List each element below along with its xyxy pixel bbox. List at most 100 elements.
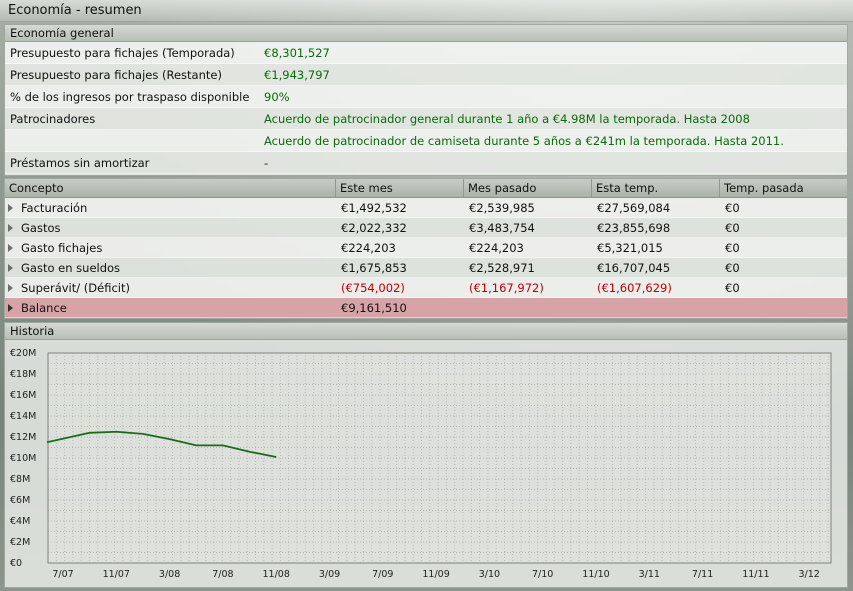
history-chart: €0 €2M €4M €6M €8M €10M €12M €14M €16M €18M €20M 7/… [10,348,832,580]
cell-concepto: Balance [21,301,67,315]
x-tick-label: 11/08 [263,569,290,580]
info-label: Préstamos sin amortizar [10,156,150,170]
table-header: Concepto Este mes Mes pasado Esta temp. … [5,179,847,198]
info-label: Patrocinadores [10,112,96,126]
info-row-budget-season: Presupuesto para fichajes (Temporada) €8… [5,42,847,64]
column-header-temp-pasada[interactable]: Temp. pasada [724,181,804,195]
cell-concepto: Gasto fichajes [21,241,103,255]
info-label: % de los ingresos por traspaso disponibl… [10,90,250,104]
title-bar: Economía - resumen [0,0,853,22]
cell-mes-pasado: €2,528,971 [469,261,535,275]
cell-concepto: Superávit/ (Déficit) [21,281,130,295]
table-rows: Facturación €1,492,532 €2,539,985 €27,569,0… [5,198,847,318]
cell-esta-temp: €27,569,084 [597,201,671,215]
info-label: Presupuesto para fichajes (Restante) [10,68,222,82]
window-title: Economía - resumen [8,3,142,18]
x-tick-label: 11/09 [422,569,449,580]
y-tick-label: €8M [10,474,30,485]
expand-arrow-icon[interactable] [8,284,13,292]
table-row[interactable]: Balance €9,161,510 [5,298,847,318]
y-tick-label: €10M [10,453,36,464]
x-tick-label: 11/07 [103,569,130,580]
history-header: Historia [5,323,847,340]
info-value: Acuerdo de patrocinador de camiseta dura… [264,134,784,148]
info-label: Presupuesto para fichajes (Temporada) [10,46,235,60]
y-tick-label: €4M [10,516,30,527]
y-tick-label: €6M [10,495,30,506]
cell-mes-pasado: €3,483,754 [469,221,535,235]
cell-mes-pasado: €2,539,985 [469,201,535,215]
info-row-transfer-percent: % de los ingresos por traspaso disponibl… [5,86,847,108]
column-header-este-mes[interactable]: Este mes [336,179,464,198]
x-tick-label: 11/11 [742,569,769,580]
history-panel: Historia €0 €2M €4M €6M €8M €10M €12M €14M €16M €… [4,322,848,588]
info-value: €8,301,527 [264,46,330,60]
cell-concepto: Gastos [21,221,61,235]
cell-temp-pasada: €0 [725,241,740,255]
general-header: Economía general [5,25,847,42]
expand-arrow-icon[interactable] [8,224,13,232]
cell-esta-temp: €5,321,015 [597,241,663,255]
x-tick-label: 3/08 [159,569,180,580]
info-value: Acuerdo de patrocinador general durante … [264,112,750,126]
x-tick-label: 3/11 [639,569,660,580]
expand-arrow-icon[interactable] [8,204,13,212]
expand-arrow-icon[interactable] [8,264,13,272]
y-tick-label: €20M [10,348,36,359]
balance-series-line [46,430,277,458]
cell-este-mes: €1,675,853 [341,261,407,275]
general-panel: Economía general Presupuesto para fichaj… [4,24,848,176]
cell-temp-pasada: €0 [725,261,740,275]
info-value: - [264,156,269,170]
column-header-esta-temp[interactable]: Esta temp. [592,179,720,198]
y-tick-label: €12M [10,432,36,443]
cell-este-mes: €2,022,332 [341,221,407,235]
x-tick-label: 7/08 [212,569,233,580]
info-row-sponsors: Patrocinadores Acuerdo de patrocinador g… [5,108,847,130]
cell-esta-temp: €16,707,045 [597,261,671,275]
x-tick-label: 7/07 [52,569,73,580]
y-tick-label: €18M [10,369,36,380]
cell-concepto: Facturación [21,201,88,215]
column-header-concepto[interactable]: Concepto [5,179,336,198]
cell-mes-pasado: (€1,167,972) [469,281,544,295]
y-tick-label: €0 [10,558,22,569]
cell-esta-temp: €23,855,698 [597,221,671,235]
expand-arrow-icon[interactable] [8,244,13,252]
expand-arrow-icon[interactable] [8,304,13,312]
column-header-mes-pasado[interactable]: Mes pasado [464,179,592,198]
table-row[interactable]: Superávit/ (Déficit) (€754,002) (€1,167,97… [5,278,847,298]
cell-este-mes: €224,203 [341,241,396,255]
general-rows: Presupuesto para fichajes (Temporada) €8… [5,42,847,174]
x-tick-label: 7/09 [372,569,393,580]
x-tick-label: 7/11 [692,569,713,580]
table-row[interactable]: Gasto fichajes €224,203 €224,203 €5,321,015… [5,238,847,258]
x-tick-label: 3/09 [319,569,340,580]
cell-este-mes: €9,161,510 [341,301,407,315]
table-row[interactable]: Gasto en sueldos €1,675,853 €2,528,971 €16,… [5,258,847,278]
info-row-budget-remaining: Presupuesto para fichajes (Restante) €1,… [5,64,847,86]
plot-area [47,352,832,564]
cell-mes-pasado: €224,203 [469,241,524,255]
y-tick-label: €2M [10,537,30,548]
table-row[interactable]: Facturación €1,492,532 €2,539,985 €27,569,0… [5,198,847,218]
cell-temp-pasada: €0 [725,201,740,215]
cell-temp-pasada: €0 [725,281,740,295]
cell-concepto: Gasto en sueldos [21,261,121,275]
y-tick-label: €14M [10,411,36,422]
x-tick-label: 3/12 [799,569,820,580]
cell-temp-pasada: €0 [725,221,740,235]
cell-este-mes: (€754,002) [341,281,405,295]
x-tick-label: 11/10 [582,569,609,580]
info-row-sponsors-shirt: Acuerdo de patrocinador de camiseta dura… [5,130,847,152]
cell-esta-temp: (€1,607,629) [597,281,672,295]
y-tick-label: €16M [10,390,36,401]
x-tick-label: 7/10 [532,569,553,580]
cell-este-mes: €1,492,532 [341,201,407,215]
table-row[interactable]: Gastos €2,022,332 €3,483,754 €23,855,698 €0 [5,218,847,238]
info-value: €1,943,797 [264,68,330,82]
x-tick-label: 3/10 [479,569,500,580]
info-row-loans: Préstamos sin amortizar - [5,152,847,174]
finance-table: Concepto Este mes Mes pasado Esta temp. … [4,178,848,319]
